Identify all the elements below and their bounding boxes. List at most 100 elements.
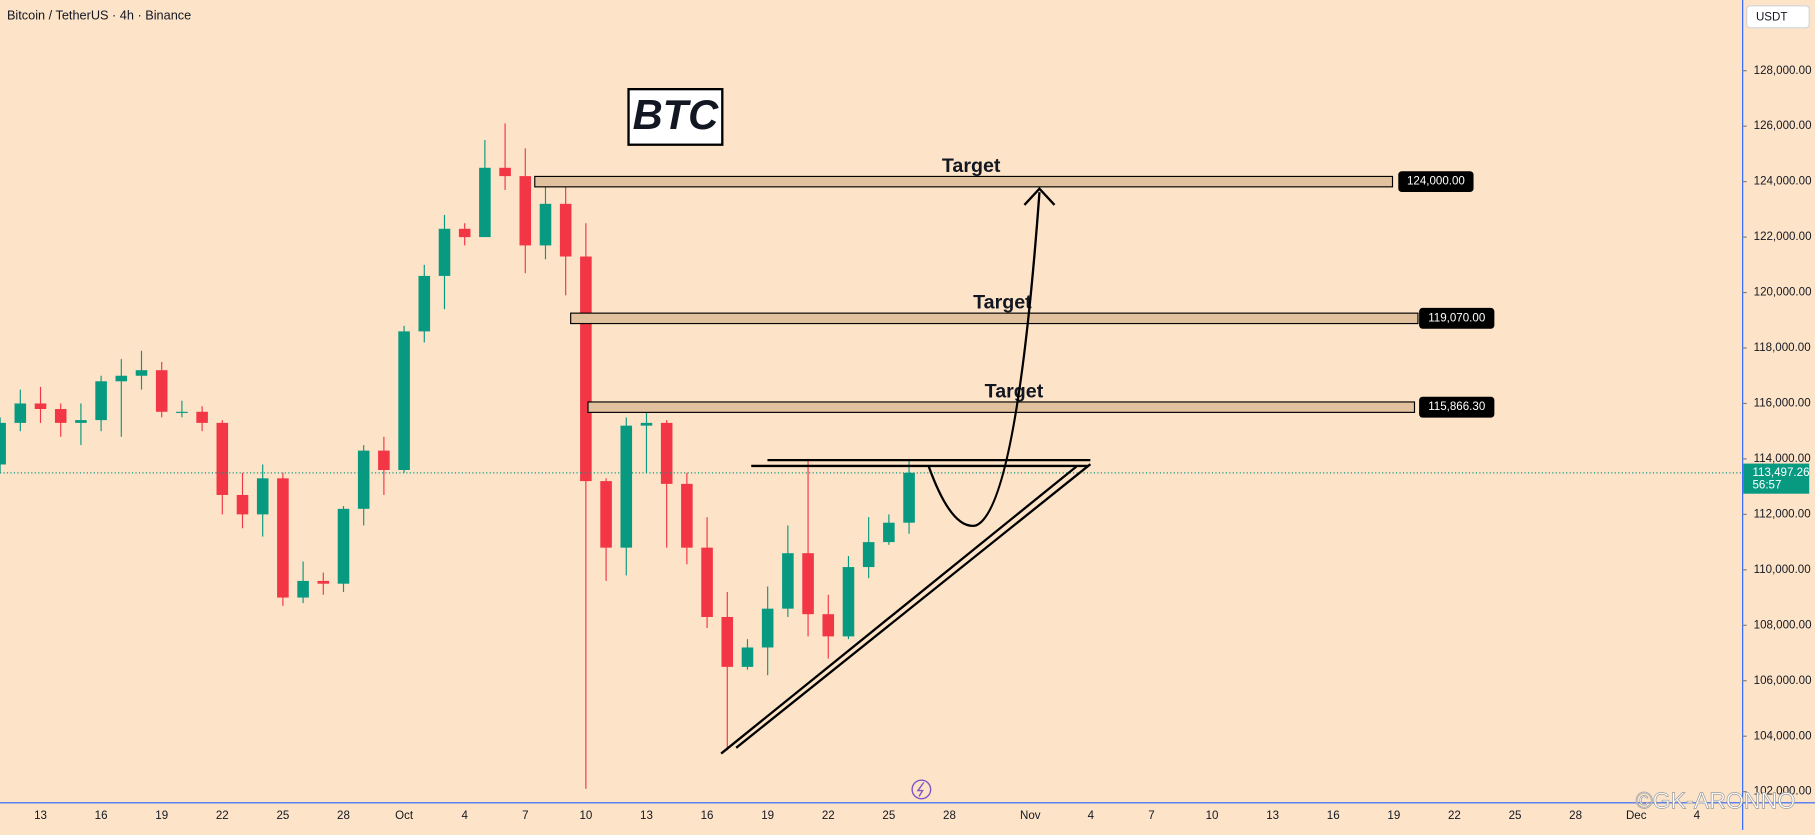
target-annotation: Target xyxy=(985,380,1044,402)
plot: 102,000.00 104,000.00 106,000.00 108,000.00… xyxy=(0,65,1812,822)
y-tick-label: 114,000.00 xyxy=(1754,453,1811,465)
x-tick-label: 16 xyxy=(95,810,108,822)
x-tick-label: 7 xyxy=(522,810,528,822)
candle-body xyxy=(640,422,653,426)
x-tick-label: 22 xyxy=(822,810,835,822)
candle-body xyxy=(115,375,128,382)
y-tick-label: 106,000.00 xyxy=(1754,675,1812,687)
x-tick-label: 22 xyxy=(216,810,229,822)
candle-body xyxy=(398,331,410,471)
pattern-drawing xyxy=(720,187,1092,755)
x-tick-label: 28 xyxy=(943,810,956,822)
candle-body xyxy=(741,647,754,667)
y-tick-label: 118,000.00 xyxy=(1754,342,1811,354)
candle-body xyxy=(14,403,27,423)
x-tick-label: 28 xyxy=(337,810,350,822)
candle-body xyxy=(297,580,309,598)
level-label: 115,866.30 xyxy=(1428,401,1485,413)
target-zone xyxy=(570,312,1419,325)
level-label-box xyxy=(1419,396,1495,418)
candle-body xyxy=(75,420,87,423)
candle-body xyxy=(277,478,289,598)
x-tick-label: 25 xyxy=(276,810,289,822)
level-label: 124,000.00 xyxy=(1407,176,1465,188)
level-label-box xyxy=(1419,307,1495,329)
y-tick-label: 116,000.00 xyxy=(1754,398,1811,410)
candle-body xyxy=(660,422,673,484)
candle-body xyxy=(499,167,511,177)
currency-box[interactable] xyxy=(1746,5,1810,29)
candle-body xyxy=(54,409,67,423)
candle-body xyxy=(236,494,249,515)
y-tick-label: 120,000.00 xyxy=(1754,287,1812,299)
chart-title: BTC xyxy=(633,91,720,138)
candle-body xyxy=(681,483,693,548)
event-icon[interactable] xyxy=(911,779,932,800)
candle-body xyxy=(903,472,915,523)
last-price-box xyxy=(1743,463,1810,494)
x-tick-label: Nov xyxy=(1020,810,1041,822)
candle-body xyxy=(135,370,148,376)
target-zone xyxy=(587,401,1416,413)
y-tick-label: 102,000.00 xyxy=(1754,786,1812,798)
target-annotation: Target xyxy=(973,291,1032,313)
x-tick-label: Dec xyxy=(1626,810,1647,822)
x-tick-label: 13 xyxy=(1266,810,1279,822)
x-tick-label: 16 xyxy=(1327,810,1340,822)
candle-body xyxy=(519,176,532,246)
candle-body xyxy=(95,381,107,421)
x-tick-label: 25 xyxy=(1509,810,1522,822)
candle-body xyxy=(620,425,633,548)
y-tick-label: 108,000.00 xyxy=(1754,619,1812,631)
y-tick-label: 110,000.00 xyxy=(1754,564,1811,576)
symbol-title: Bitcoin / TetherUS · 4h · Binance xyxy=(7,8,191,23)
candle-body xyxy=(317,580,330,584)
x-tick-label: Oct xyxy=(395,810,414,822)
candle-body xyxy=(721,616,734,667)
event-icon-bolt xyxy=(916,782,925,797)
x-tick-label: 4 xyxy=(1088,810,1095,822)
candle-body xyxy=(418,275,431,332)
candle-body xyxy=(600,481,612,548)
candle-body xyxy=(559,203,572,257)
x-tick-label: 10 xyxy=(579,810,592,822)
candle-body xyxy=(782,553,794,609)
title-box xyxy=(627,87,724,146)
candle-body xyxy=(479,167,491,238)
candle-body xyxy=(155,370,168,412)
x-tick-label: 19 xyxy=(761,810,774,822)
candle-body xyxy=(0,422,6,465)
candle-body xyxy=(862,542,875,568)
x-tick-label: 13 xyxy=(34,810,47,822)
x-tick-label: 7 xyxy=(1148,810,1154,822)
candle-body xyxy=(337,508,350,584)
y-tick-label: 104,000.00 xyxy=(1754,730,1812,742)
y-tick-label: 126,000.00 xyxy=(1754,120,1812,132)
countdown: 56:57 xyxy=(1752,480,1781,492)
candle-body xyxy=(761,608,774,648)
candle-body xyxy=(256,478,269,515)
last-price-label: 113,497.26 xyxy=(1752,467,1809,479)
y-tick-label: 124,000.00 xyxy=(1754,176,1812,188)
target-zone xyxy=(534,175,1394,188)
candle-body xyxy=(539,203,552,246)
candle-body xyxy=(438,228,451,276)
candle-body xyxy=(357,450,370,509)
currency[interactable]: USDT xyxy=(1756,11,1787,23)
candle-body xyxy=(701,547,713,617)
level-label-box xyxy=(1398,171,1474,193)
x-tick-label: 13 xyxy=(640,810,653,822)
x-tick-label: 25 xyxy=(882,810,895,822)
candle-body xyxy=(176,411,188,413)
level-label: 119,070.00 xyxy=(1428,312,1485,324)
candle-body xyxy=(883,522,895,543)
x-tick-label: 28 xyxy=(1569,810,1582,822)
watermark: ©GK-ARONNO xyxy=(1636,787,1796,813)
price-axis-bg xyxy=(1742,0,1815,830)
candle-body xyxy=(458,228,471,238)
candle-body xyxy=(580,256,592,482)
x-tick-label: 19 xyxy=(155,810,168,822)
x-tick-label: 16 xyxy=(701,810,714,822)
